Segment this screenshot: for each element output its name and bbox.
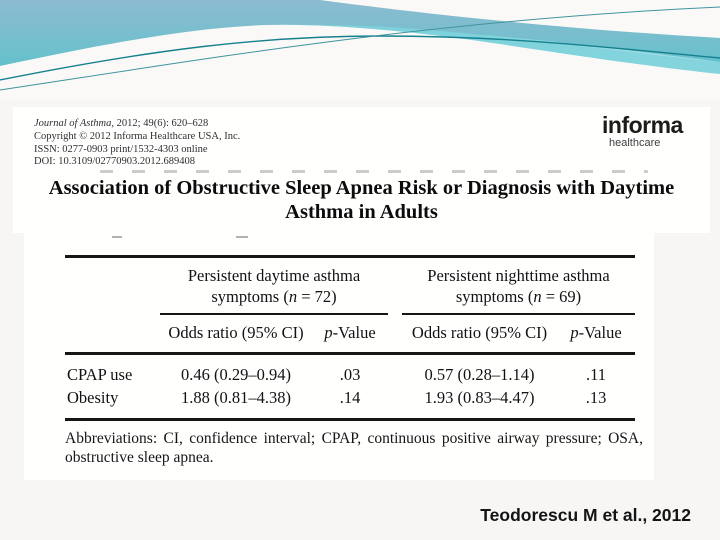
row-gap-cell xyxy=(388,354,402,387)
group-header-nighttime-line1: Persistent nighttime asthma xyxy=(427,266,610,285)
row-label-obesity: Obesity xyxy=(65,386,160,421)
table-row-cpap: CPAP use 0.46 (0.29–0.94) .03 0.57 (0.28… xyxy=(65,354,635,387)
group-header-daytime-line1: Persistent daytime asthma xyxy=(187,266,361,285)
colhead-odds-ratio-daytime: Odds ratio (95% CI) xyxy=(160,314,312,355)
cell-obesity-daytime-or: 1.88 (0.81–4.38) xyxy=(160,386,312,421)
group-header-nighttime: Persistent nighttime asthma symptoms (n … xyxy=(402,255,635,315)
article-title: Association of Obstructive Sleep Apnea R… xyxy=(13,177,710,224)
journal-citation-line-4: DOI: 10.3109/02770903.2012.689408 xyxy=(34,156,195,168)
cell-cpap-nighttime-p: .11 xyxy=(585,365,606,384)
colhead-odds-ratio-nighttime: Odds ratio (95% CI) xyxy=(402,314,557,355)
group-gap-cell xyxy=(388,255,402,314)
journal-citation-line-2: Copyright © 2012 Informa Healthcare USA,… xyxy=(34,130,241,142)
header-wave-decoration xyxy=(0,0,720,100)
results-table: Persistent daytime asthma symptoms (n = … xyxy=(65,255,635,421)
cell-cpap-daytime-or: 0.46 (0.29–0.94) xyxy=(181,365,291,384)
cell-obesity-nighttime-p: .13 xyxy=(557,386,635,421)
wave-graphic-icon xyxy=(0,0,720,100)
table-footnote: Abbreviations: CI, confidence interval; … xyxy=(65,430,643,466)
informa-logo-tagline: healthcare xyxy=(609,137,661,149)
cell-cpap-nighttime-or: 0.57 (0.28–1.14) xyxy=(424,365,535,384)
row-label-cpap: CPAP use xyxy=(67,365,133,384)
colhead-p-value-nighttime: p-Value xyxy=(557,314,635,355)
group-header-daytime: Persistent daytime asthma symptoms (n = … xyxy=(160,255,388,315)
cropped-text-artifact xyxy=(100,170,648,173)
row-gap-cell xyxy=(388,386,402,421)
cell-cpap-daytime-p: .03 xyxy=(339,365,361,384)
article-title-line-2: Asthma in Adults xyxy=(285,200,438,223)
group-header-daytime-line2: symptoms (n = 72) xyxy=(211,287,337,306)
colhead-empty-cell xyxy=(65,314,160,355)
informa-logo-wordmark: informa xyxy=(602,112,683,138)
cropped-text-artifact xyxy=(112,236,122,238)
journal-citation-line-1: Journal of Asthma, 2012; 49(6): 620–628 xyxy=(34,118,209,129)
group-header-nighttime-line2: symptoms (n = 69) xyxy=(455,287,582,306)
colhead-gap-cell xyxy=(388,314,402,355)
journal-citation-block: Journal of Asthma, 2012; 49(6): 620–628 … xyxy=(34,118,240,169)
cell-obesity-daytime-p: .14 xyxy=(312,386,388,421)
slide-citation: Teodorescu M et al., 2012 xyxy=(480,505,691,525)
cropped-text-artifact xyxy=(236,236,248,238)
table-corner-cell xyxy=(65,255,160,314)
cell-obesity-nighttime-or: 1.93 (0.83–4.47) xyxy=(402,386,557,421)
journal-citation-line-3: ISSN: 0277-0903 print/1532-4303 online xyxy=(34,143,208,155)
results-table-section: Persistent daytime asthma symptoms (n = … xyxy=(24,233,654,480)
article-title-line-1: Association of Obstructive Sleep Apnea R… xyxy=(48,177,675,199)
colhead-p-value-daytime: p-Value xyxy=(312,314,388,355)
journal-article-header: Journal of Asthma, 2012; 49(6): 620–628 … xyxy=(13,107,710,233)
informa-healthcare-logo: informa healthcare xyxy=(602,113,706,149)
table-row-obesity: Obesity 1.88 (0.81–4.38) .14 1.93 (0.83–… xyxy=(65,386,635,421)
